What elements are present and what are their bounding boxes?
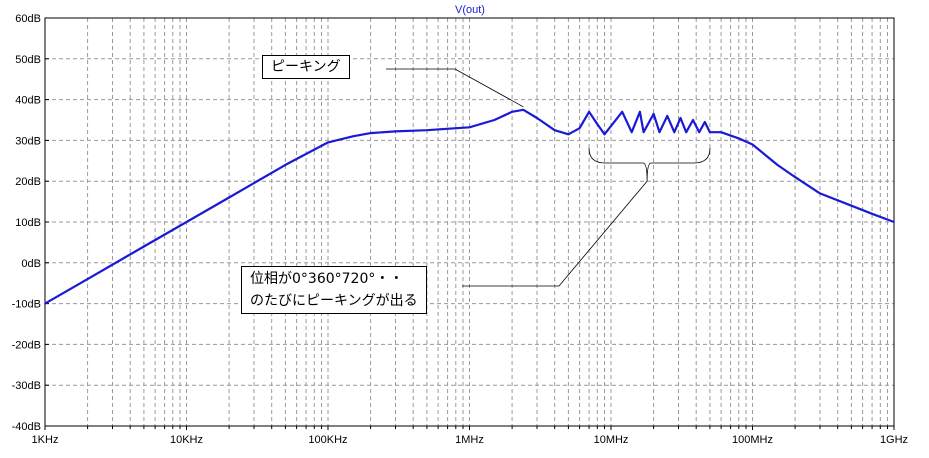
data-point [709,131,711,134]
data-point [692,119,694,121]
data-point [658,131,661,134]
y-tick-label: -40dB [12,421,41,433]
data-point [871,213,873,215]
y-tick-label: 0dB [21,258,41,270]
data-point [652,113,655,115]
data-point [703,121,706,123]
data-point [394,130,397,133]
data-point [284,164,287,166]
y-tick-label: -30dB [12,380,41,392]
data-point [567,133,570,136]
x-tick-label: 100KHz [308,434,347,446]
grid-lines [45,18,894,426]
data-point [228,196,230,199]
peaking-annotation-text: ピーキング [271,59,341,75]
x-tick-label: 100MHz [732,434,773,446]
data-point [511,111,513,113]
data-point [850,204,853,207]
data-point [426,129,428,131]
peaking-annotation: ピーキング [262,55,350,79]
x-axis-ticks: 1KHz 10KHz 100KHz 1MHz 10MHz 100MHz 1GHz [32,426,908,446]
data-point [588,111,590,113]
peaking-leader-line [386,68,524,108]
data-point [698,131,700,134]
data-point [578,127,581,129]
data-point [737,137,740,140]
y-tick-label: 10dB [15,217,41,229]
data-point [493,119,496,121]
data-point [751,143,754,146]
data-point [794,176,796,178]
data-point [679,117,682,119]
y-tick-label: -20dB [12,339,41,351]
data-point [819,192,821,195]
x-tick-label: 1GHz [880,434,908,446]
data-point [673,131,676,134]
x-tick-label: 10MHz [594,434,629,446]
data-point [522,109,525,111]
y-tick-label: -10dB [12,299,41,311]
data-point [352,135,354,138]
data-point [369,132,372,134]
chart-title: V(out) [455,4,485,16]
phase-annotation-line-1: 位相が0°360°720°・・ [250,271,404,287]
data-point [685,131,688,134]
phase-annotation-line-2: のたびにピーキングが出る [250,293,418,309]
data-point [596,123,599,125]
data-point [776,164,779,166]
x-tick-label: 10KHz [170,434,203,446]
data-point [666,115,669,117]
series-layer [44,108,895,305]
y-tick-label: 30dB [15,135,41,147]
data-point [621,111,624,113]
data-point [630,131,633,134]
y-tick-label: 40dB [15,95,41,107]
y-tick-label: 60dB [15,13,41,25]
x-tick-label: 1MHz [455,434,484,446]
data-point [642,131,645,134]
ripple-brace [588,147,711,182]
data-point [720,131,722,134]
data-point [639,111,641,113]
data-point [893,221,895,223]
data-point [44,302,46,305]
data-point [553,129,556,131]
data-point [327,141,329,144]
y-tick-label: 50dB [15,54,41,66]
phase-leader-line [462,180,648,287]
y-axis-ticks: 60dB 50dB 40dB 30dB 20dB 10dB 0dB -10dB -20dB -30… [12,13,49,433]
data-point [185,221,188,223]
data-point [536,117,538,119]
data-point [468,126,471,129]
y-tick-label: 20dB [15,176,41,188]
x-tick-label: 1KHz [32,434,59,446]
phase-annotation: 位相が0°360°720°・・ のたびにピーキングが出る [241,266,427,314]
data-point [86,278,89,280]
data-point [143,245,145,248]
annotation-leaders [386,68,711,287]
data-point [603,133,606,136]
